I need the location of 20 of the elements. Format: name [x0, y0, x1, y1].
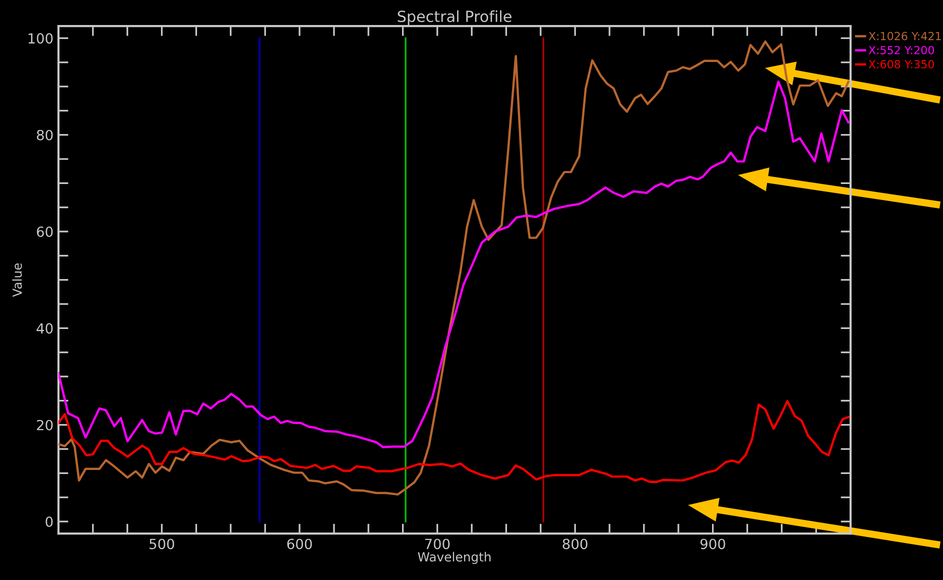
line-series [58, 400, 850, 483]
y-axis-title: Value [12, 263, 22, 297]
x-tick-label: 800 [562, 538, 588, 550]
legend-label: X:608 Y:350 [868, 60, 934, 68]
x-tick-label: 900 [700, 538, 726, 550]
x-tick-label: 600 [287, 538, 312, 550]
line-series [58, 80, 850, 448]
legend-label: X:552 Y:200 [868, 46, 934, 54]
y-tick-label: 80 [36, 130, 53, 140]
x-axis-title: Wavelength [418, 552, 491, 564]
legend-label: X:1026 Y:421 [868, 32, 941, 40]
y-tick-label: 100 [28, 33, 53, 44]
y-tick-label: 60 [36, 226, 53, 237]
y-tick-label: 0 [46, 516, 53, 527]
x-tick-label: 500 [150, 538, 174, 550]
line-series [58, 40, 850, 496]
y-tick-label: 20 [36, 420, 53, 430]
x-tick-label: 700 [425, 538, 450, 550]
chart-title: Spectral Profile [398, 10, 512, 26]
y-tick-label: 40 [36, 323, 53, 334]
